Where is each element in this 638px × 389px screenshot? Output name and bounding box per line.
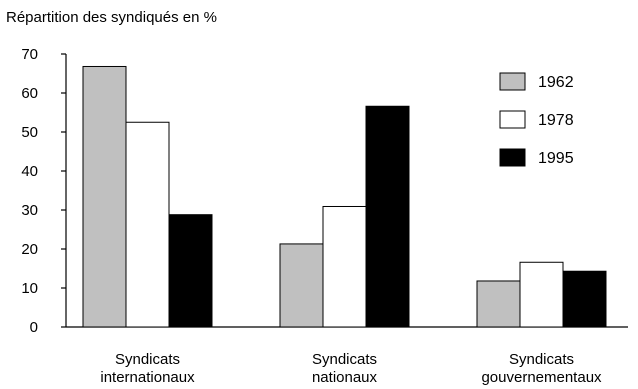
bar-1962-1 — [279, 243, 324, 328]
bar-1995-1 — [365, 105, 410, 328]
legend-swatch-1978 — [499, 110, 526, 129]
x-category-label: Syndicats internationaux — [100, 351, 195, 386]
bar-1962-2 — [476, 280, 521, 328]
legend-label-1995: 1995 — [538, 150, 574, 167]
y-tick-label: 60 — [21, 85, 38, 102]
legend: 1962 1978 1995 — [499, 72, 574, 167]
bar-1962-0 — [82, 65, 127, 328]
y-tick-label: 50 — [21, 124, 38, 141]
bar-1978-0 — [125, 121, 170, 328]
legend-swatch-1962 — [499, 72, 526, 91]
y-tick-label: 70 — [21, 46, 38, 63]
category-labels: Syndicats internationaux Syndicats nationau… — [100, 351, 602, 386]
bar-1978-2 — [519, 261, 564, 328]
legend-swatch-1995 — [499, 148, 526, 167]
legend-label-1962: 1962 — [538, 74, 574, 91]
bars — [82, 65, 607, 328]
y-tick-label: 0 — [30, 319, 38, 336]
y-tick-label: 20 — [21, 241, 38, 258]
x-category-label: Syndicats nationaux — [312, 351, 378, 386]
bar-1995-0 — [168, 214, 213, 328]
legend-label-1978: 1978 — [538, 112, 574, 129]
y-tick-label: 40 — [21, 163, 38, 180]
y-ticks: 0 10 20 30 40 50 60 70 — [21, 46, 66, 336]
x-category-label: Syndicats gouvernementaux — [481, 351, 602, 386]
bar-1995-2 — [562, 270, 607, 328]
bar-1978-1 — [322, 205, 367, 328]
y-tick-label: 10 — [21, 280, 38, 297]
y-tick-label: 30 — [21, 202, 38, 219]
y-axis-label: Répartition des syndiqués en % — [6, 9, 217, 26]
